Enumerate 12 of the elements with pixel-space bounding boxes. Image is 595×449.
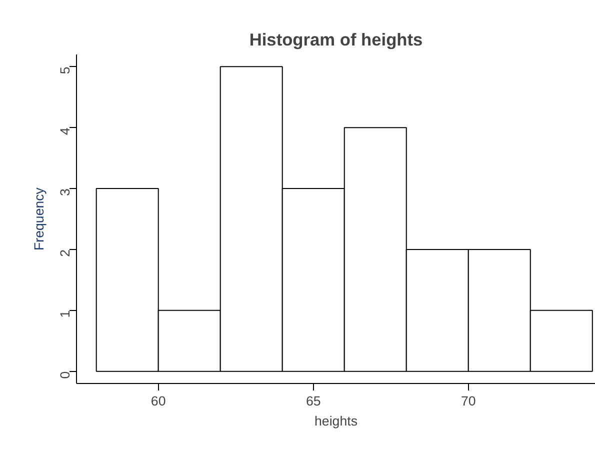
x-tick-label: 60 <box>150 394 166 408</box>
chart-title: Histogram of heights <box>249 30 423 50</box>
y-tick-label: 0 <box>58 371 72 379</box>
y-tick-label: 1 <box>58 310 72 318</box>
y-axis-title: Frequency <box>32 187 46 250</box>
y-tick-label: 2 <box>58 249 72 257</box>
x-axis-title: heights <box>314 414 358 428</box>
y-tick-label: 3 <box>58 188 72 196</box>
y-tick-label: 5 <box>58 66 72 74</box>
x-tick-label: 65 <box>306 394 321 408</box>
y-tick-label: 4 <box>58 127 72 136</box>
x-tick-label: 70 <box>460 394 476 408</box>
